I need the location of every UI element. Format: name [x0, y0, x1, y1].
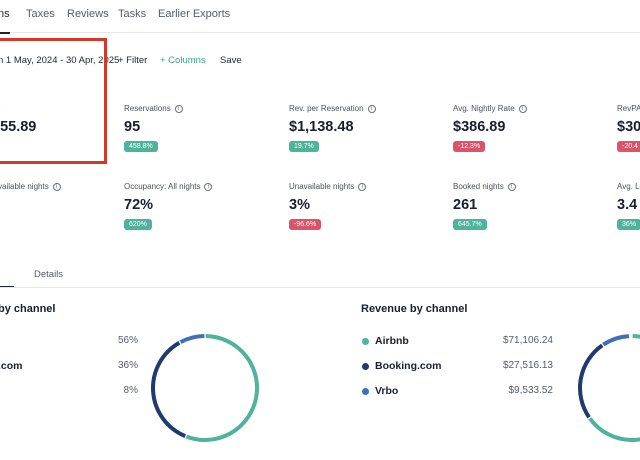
info-icon[interactable]: i — [204, 182, 213, 191]
metric-available-nights: vailable nights i — [0, 182, 61, 191]
donut-slice-vrbo — [602, 334, 630, 347]
channel-vrbo-amount: $9,533.52 — [508, 385, 554, 396]
info-icon[interactable]: i — [507, 182, 516, 191]
revenue-donut — [578, 334, 640, 442]
tab-taxes[interactable]: Taxes — [26, 8, 55, 20]
highlight-box — [0, 38, 107, 164]
metric-value: 95 — [124, 119, 141, 135]
metric-value: $1,138.48 — [289, 119, 354, 135]
metric-label: Booked nights — [453, 182, 504, 191]
metric-label: vailable nights — [0, 182, 49, 191]
filter-button[interactable]: + Filter — [118, 55, 148, 66]
subtabs-divider — [0, 287, 640, 288]
metric-avg-length: Avg. Len 3.4 36% — [617, 182, 640, 231]
left-channel-donut — [151, 334, 259, 442]
info-icon[interactable]: i — [174, 104, 183, 113]
change-badge: 19.7% — [289, 141, 319, 152]
metric-occupancy: Occupancy: All nights i 72% 620% — [124, 182, 213, 231]
metric-label: Reservations — [124, 104, 171, 113]
metric-label: Rev. per Reservation — [289, 104, 364, 113]
metric-value: 261 — [453, 197, 478, 213]
tab-tasks[interactable]: Tasks — [118, 8, 147, 20]
date-range-picker[interactable]: n 1 May, 2024 - 30 Apr, 2025 — [0, 55, 120, 66]
metric-value: 72% — [124, 197, 154, 213]
tab-reviews[interactable]: Reviews — [67, 8, 109, 20]
channel-booking-amount: $27,516.13 — [502, 360, 553, 371]
change-badge: 458.8% — [124, 141, 158, 152]
metric-reservations: Reservations i 95 458.8% — [124, 104, 183, 153]
metric-label: Avg. Len — [617, 182, 640, 191]
channel-vrbo-label: Vrbo — [375, 385, 399, 397]
metric-label: Occupancy: All nights — [124, 182, 201, 191]
change-badge: 645.7% — [453, 219, 487, 230]
right-panel-title: Revenue by channel — [361, 303, 468, 315]
info-icon[interactable]: i — [518, 104, 527, 113]
donut-slice-airbnb — [185, 334, 259, 442]
metric-value: 3.4 — [617, 197, 638, 213]
metric-label: RevPAN — [617, 104, 640, 113]
info-icon[interactable]: i — [367, 104, 376, 113]
metric-rev-per-reservation: Rev. per Reservation i $1,138.48 19.7% — [289, 104, 376, 153]
tab-earlier-exports[interactable]: Earlier Exports — [158, 8, 231, 20]
tab-reservations[interactable]: ns — [0, 8, 10, 34]
metric-label: Unavailable nights — [289, 182, 355, 191]
left-panel-title: by channel — [0, 303, 56, 315]
donut-slice-vrbo — [179, 334, 205, 344]
change-badge: -20.4 — [617, 141, 640, 152]
left-channel-label: .com — [0, 360, 23, 372]
booking-dot-icon — [362, 363, 369, 370]
change-badge: 36% — [617, 219, 640, 230]
change-badge: -96.6% — [289, 219, 322, 230]
info-icon[interactable]: i — [52, 182, 61, 191]
metric-unavailable-nights: Unavailable nights i 3% -96.6% — [289, 182, 367, 231]
change-badge: -12.3% — [453, 141, 486, 152]
tab-details[interactable]: Details — [34, 269, 64, 280]
donut-slice-booking — [151, 341, 187, 438]
donut-slice-booking — [578, 343, 604, 419]
channel-airbnb-label: Airbnb — [375, 335, 409, 347]
columns-button[interactable]: + Columns — [160, 55, 206, 66]
top-tabs: ns Taxes Reviews Tasks Earlier Exports — [0, 0, 640, 34]
channel-airbnb-amount: $71,106.24 — [502, 335, 553, 346]
metric-value: 155.89 — [0, 119, 37, 135]
metric-avg-nightly-rate: Avg. Nightly Rate i $386.89 -12.3% — [453, 104, 527, 153]
left-channel-pct: 56% — [117, 335, 138, 346]
left-channel-pct: 36% — [117, 360, 138, 371]
metric-revenue: e 155.89 — [0, 104, 36, 135]
channel-booking-label: Booking.com — [375, 360, 442, 372]
save-button[interactable]: Save — [220, 55, 242, 66]
vrbo-dot-icon — [362, 388, 369, 395]
change-badge: 620% — [124, 219, 152, 230]
metric-label: Avg. Nightly Rate — [453, 104, 515, 113]
airbnb-dot-icon — [362, 338, 369, 345]
metric-value: $386.89 — [453, 119, 506, 135]
info-icon[interactable]: i — [358, 182, 367, 191]
donut-slice-airbnb — [588, 334, 640, 442]
metric-booked-nights: Booked nights i 261 645.7% — [453, 182, 516, 231]
left-channel-pct: 8% — [123, 385, 138, 396]
metric-value: $30 — [617, 119, 640, 135]
metric-revpan: RevPAN $30 -20.4 — [617, 104, 640, 153]
metric-value: 3% — [289, 197, 310, 213]
